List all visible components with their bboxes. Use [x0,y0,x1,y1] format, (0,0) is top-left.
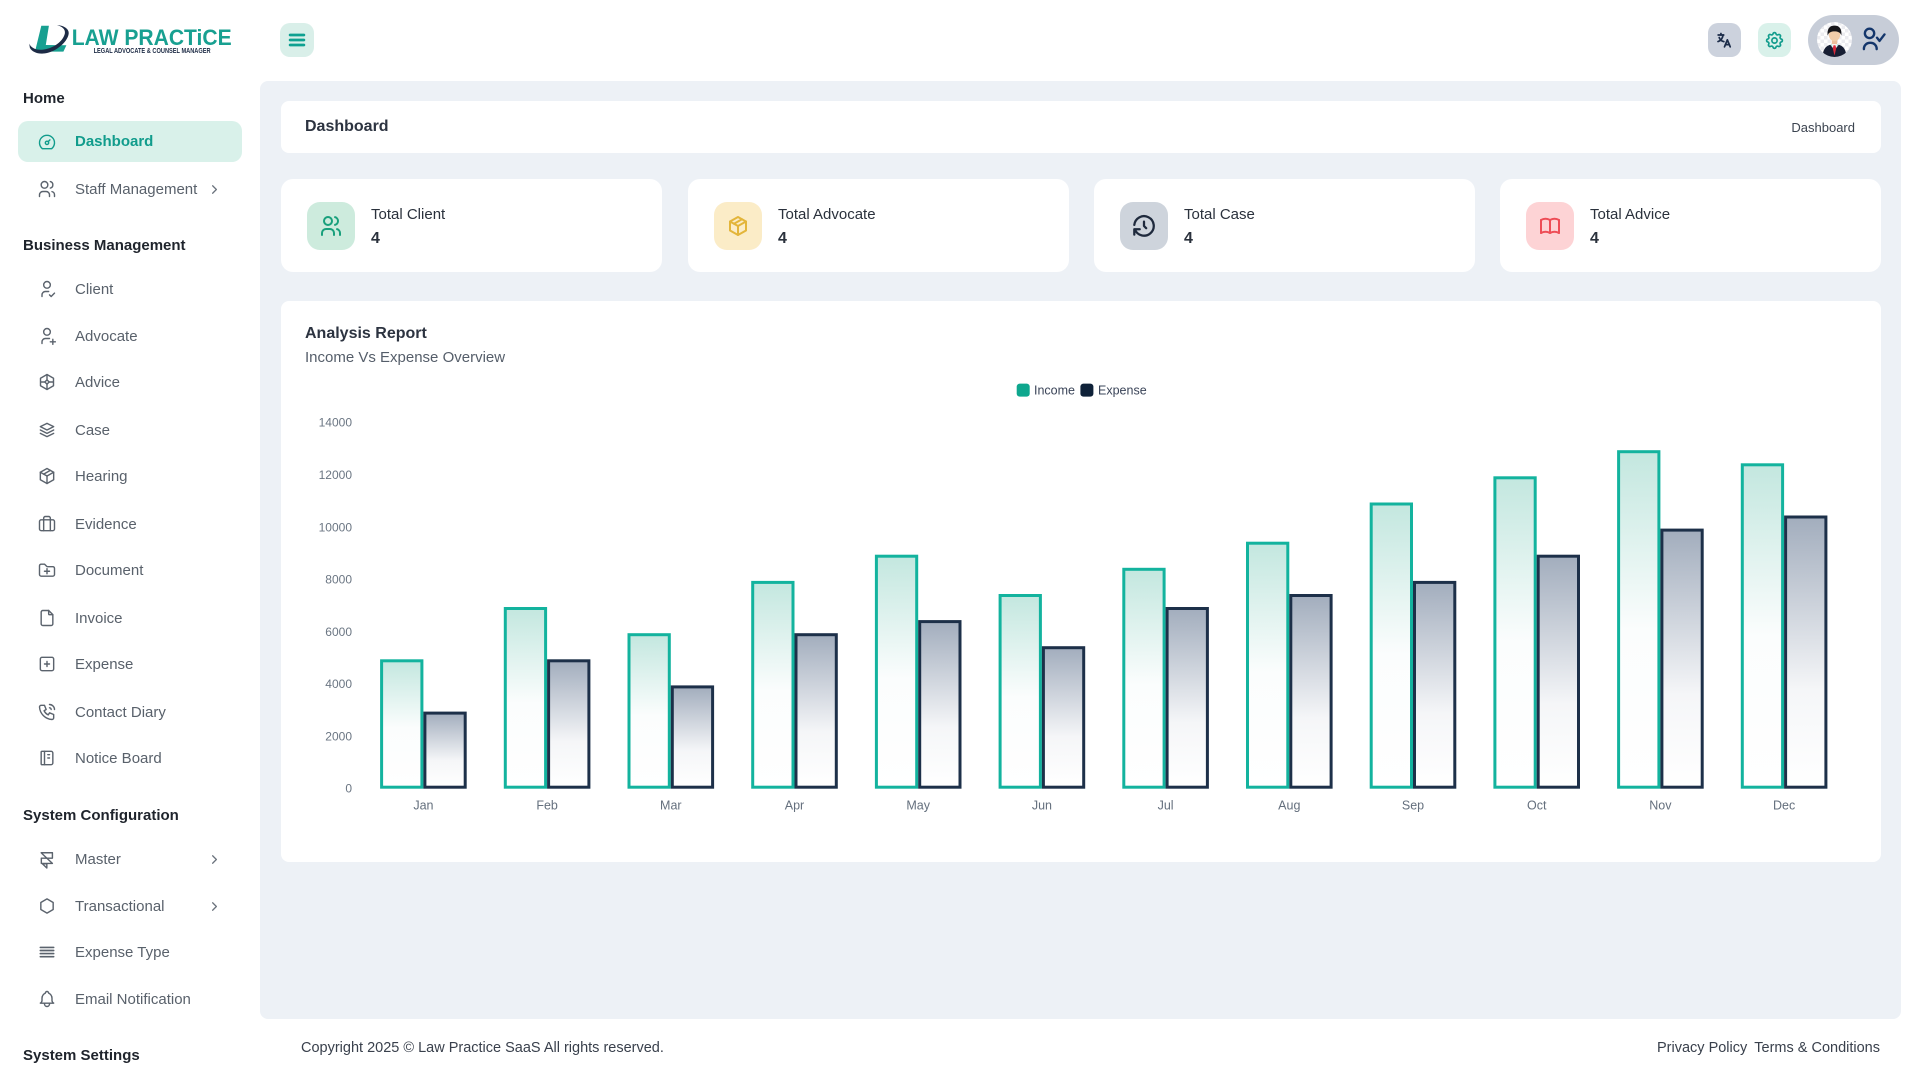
svg-text:Dec: Dec [1773,799,1795,813]
svg-text:14000: 14000 [319,416,353,430]
svg-text:Sep: Sep [1402,799,1424,813]
svg-text:Jan: Jan [413,799,433,813]
svg-text:0: 0 [345,782,352,796]
svg-text:12000: 12000 [319,468,353,482]
svg-text:Jun: Jun [1032,799,1052,813]
svg-text:Oct: Oct [1527,799,1547,813]
svg-text:2000: 2000 [325,729,352,743]
svg-text:Jul: Jul [1158,799,1174,813]
svg-text:Mar: Mar [660,799,682,813]
svg-text:Feb: Feb [536,799,558,813]
svg-text:Expense: Expense [1098,384,1147,398]
svg-text:May: May [906,799,930,813]
svg-text:Aug: Aug [1278,799,1300,813]
svg-text:10000: 10000 [319,520,353,534]
svg-text:LEGAL ADVOCATE & COUNSEL MANAG: LEGAL ADVOCATE & COUNSEL MANAGER [94,46,211,55]
svg-text:8000: 8000 [325,573,352,587]
svg-text:Income: Income [1034,384,1075,398]
svg-text:4000: 4000 [325,677,352,691]
svg-text:Apr: Apr [785,799,804,813]
svg-text:LAW PRACTiCE: LAW PRACTiCE [72,25,232,50]
svg-text:Nov: Nov [1649,799,1672,813]
svg-text:6000: 6000 [325,625,352,639]
